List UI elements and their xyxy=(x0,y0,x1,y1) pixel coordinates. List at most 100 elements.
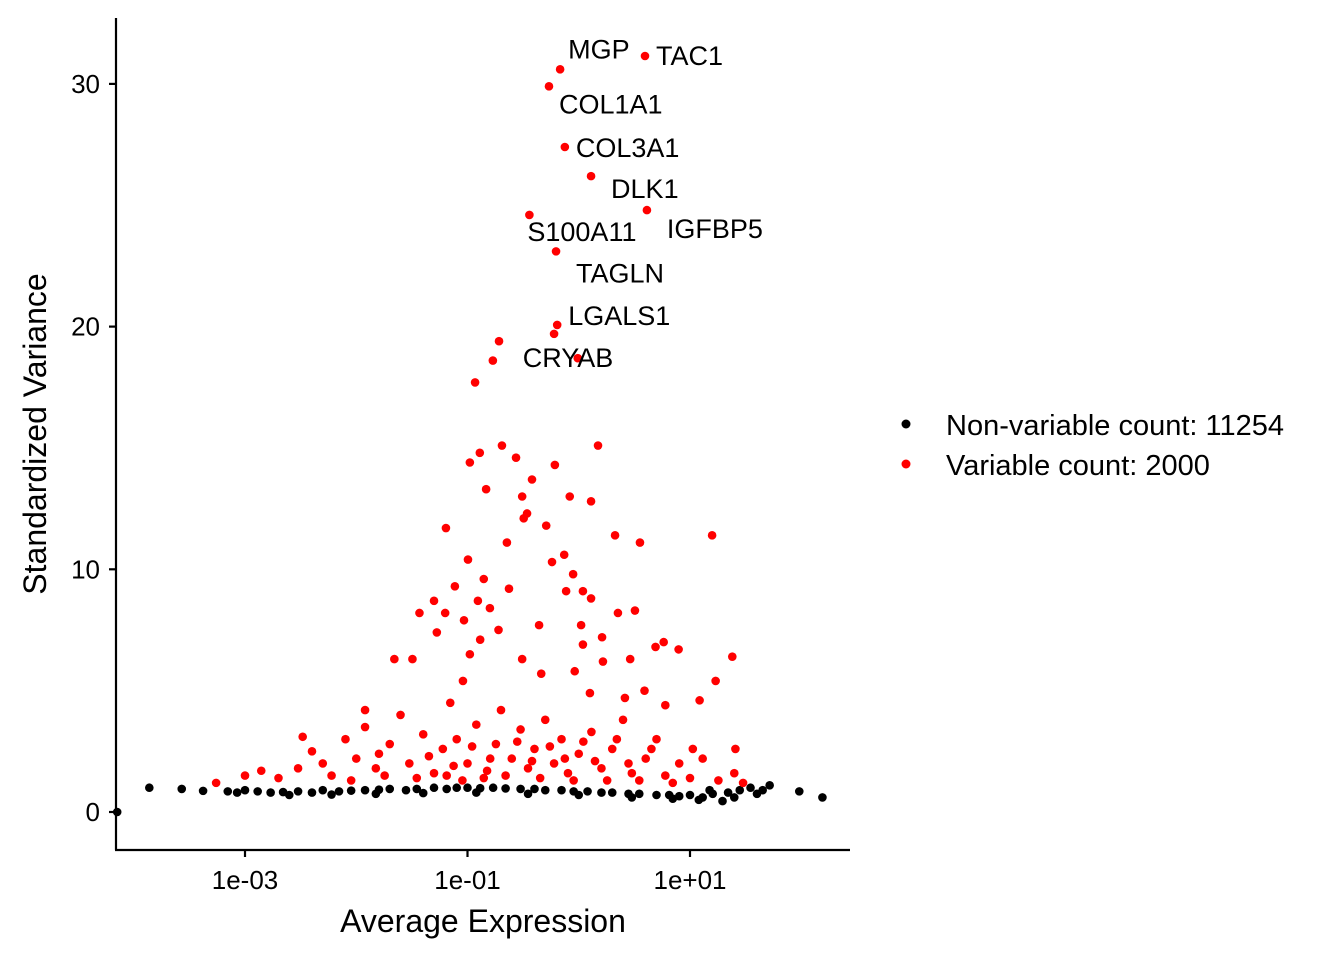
point-variable xyxy=(674,759,684,768)
point-non-variable xyxy=(765,781,774,790)
point-variable xyxy=(479,773,489,783)
point-non-variable xyxy=(385,784,395,794)
point-variable xyxy=(465,458,475,467)
point-variable xyxy=(579,737,588,746)
point-non-variable xyxy=(668,794,678,803)
point-non-variable xyxy=(346,786,356,795)
gene-label: TAGLN xyxy=(576,258,664,288)
point-variable xyxy=(445,698,455,708)
point-variable xyxy=(561,586,571,596)
point-variable xyxy=(530,744,539,754)
point-variable xyxy=(318,759,328,768)
legend: Non-variable count: 11254 Variable count… xyxy=(901,410,1284,482)
point-non-variable xyxy=(412,784,422,794)
gene-labels: MGP TAC1 COL1A1 COL3A1 DLK1 IGFBP5 S100A11 TAGL… xyxy=(523,34,763,373)
point-variable xyxy=(405,759,414,768)
point-variable xyxy=(535,773,545,783)
point-variable xyxy=(360,705,370,715)
point-non-variable xyxy=(530,784,539,794)
point-labeled xyxy=(555,65,565,74)
legend-key-variable xyxy=(901,459,911,469)
point-non-variable xyxy=(327,790,336,799)
point-variable xyxy=(380,771,389,780)
point-non-variable xyxy=(627,793,637,802)
point-non-variable xyxy=(198,786,208,796)
point-variable xyxy=(695,696,704,705)
point-variable xyxy=(512,737,522,746)
point-variable xyxy=(458,776,467,785)
point-labeled xyxy=(560,142,570,152)
point-variable xyxy=(472,720,481,729)
point-variable xyxy=(541,521,551,530)
point-variable xyxy=(610,531,620,540)
point-variable xyxy=(256,766,266,776)
point-variable xyxy=(602,776,612,785)
point-variable xyxy=(517,654,527,664)
point-variable xyxy=(507,754,517,763)
point-variable xyxy=(458,676,468,686)
point-variable xyxy=(449,761,458,771)
point-variable xyxy=(432,628,442,637)
point-variable xyxy=(578,640,588,649)
point-non-variable xyxy=(574,790,584,800)
point-non-variable xyxy=(501,784,510,793)
gene-label: MGP xyxy=(568,34,630,64)
point-variable xyxy=(470,378,480,387)
x-tick-label: 1e+01 xyxy=(653,865,726,895)
y-tick-label: 20 xyxy=(71,312,100,342)
point-variable xyxy=(568,569,578,579)
points-layer xyxy=(112,51,827,817)
point-variable xyxy=(374,749,384,759)
point-variable xyxy=(630,606,640,615)
point-non-variable xyxy=(371,789,381,799)
point-non-variable xyxy=(472,788,481,797)
point-variable xyxy=(668,778,678,788)
point-variable xyxy=(607,744,617,754)
point-variable xyxy=(418,730,428,739)
point-labeled xyxy=(573,353,583,363)
point-non-variable xyxy=(674,791,684,801)
point-variable xyxy=(467,742,477,751)
point-variable xyxy=(652,734,661,744)
point-variable xyxy=(711,676,720,686)
point-non-variable xyxy=(746,783,755,793)
point-variable xyxy=(491,739,501,749)
gene-label: TAC1 xyxy=(656,41,723,71)
point-variable xyxy=(346,776,356,785)
point-variable xyxy=(442,771,451,780)
point-non-variable xyxy=(266,788,275,797)
point-non-variable xyxy=(523,789,533,799)
point-variable xyxy=(635,538,645,547)
point-variable xyxy=(612,734,622,744)
y-ticks: 0 10 20 30 xyxy=(71,69,116,827)
x-tick-label: 1e-03 xyxy=(212,865,279,895)
point-variable xyxy=(385,739,395,749)
point-non-variable xyxy=(240,785,250,795)
point-labeled xyxy=(525,210,534,220)
point-non-variable xyxy=(334,787,344,796)
point-variable xyxy=(485,754,495,763)
point-variable xyxy=(485,603,495,613)
point-non-variable xyxy=(307,788,317,797)
point-variable xyxy=(475,635,485,644)
point-labeled xyxy=(552,320,562,330)
point-variable xyxy=(429,596,439,606)
point-variable xyxy=(618,715,628,725)
point-variable xyxy=(688,744,698,754)
point-variable xyxy=(661,700,670,710)
point-variable xyxy=(598,657,608,666)
point-variable xyxy=(494,625,503,635)
point-variable xyxy=(511,453,521,462)
point-variable xyxy=(586,497,596,506)
point-variable xyxy=(536,669,546,678)
point-variable xyxy=(625,654,635,664)
point-labeled xyxy=(640,51,650,61)
point-variable xyxy=(307,747,317,756)
point-variable xyxy=(274,773,283,783)
legend-label-variable: Variable count: 2000 xyxy=(946,450,1210,482)
point-variable xyxy=(396,710,405,720)
point-variable xyxy=(613,608,623,618)
point-variable xyxy=(534,620,544,630)
point-variable xyxy=(576,620,586,630)
point-variable xyxy=(463,555,473,564)
